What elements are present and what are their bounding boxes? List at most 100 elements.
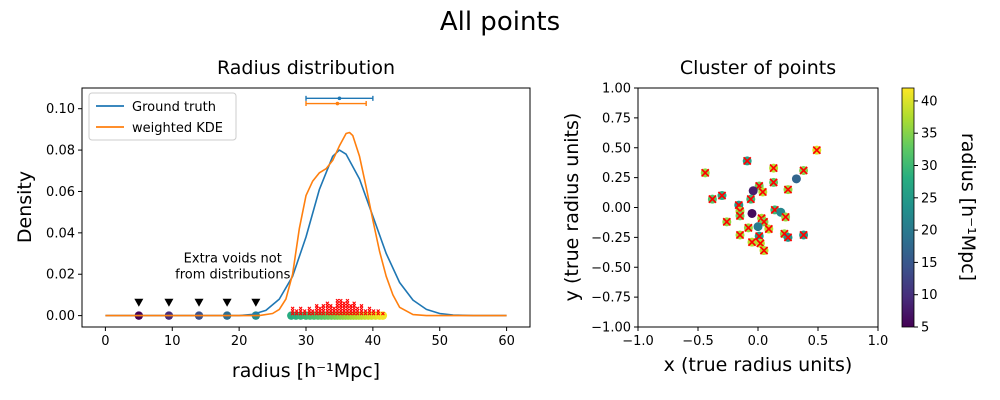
radius-distribution-panel: Radius distribution 0 10 20 30 40 50 60 0.00 0.0… <box>14 57 531 382</box>
legend-kde-label: weighted KDE <box>132 121 223 136</box>
kde-sample-cross <box>290 306 295 311</box>
cluster-point-cross <box>708 194 717 204</box>
annotation-line: Extra voids not <box>184 251 282 266</box>
kde-sample-cross <box>294 309 299 313</box>
right-y-tick-label: 0.50 <box>602 141 631 156</box>
left-y-tick-label: 0.02 <box>46 268 75 283</box>
right-plot-area <box>700 145 822 256</box>
cluster-panel: Cluster of points −1.0 −0.5 0.0 0.5 1.0 −1.00… <box>561 57 979 376</box>
kde-sample-cross <box>335 298 340 303</box>
cluster-point-cross <box>742 156 752 166</box>
kde-sample-cross <box>359 303 364 308</box>
left-y-tick-label: 0.10 <box>46 102 75 117</box>
extra-void-triangle <box>222 298 232 307</box>
extra-void-triangle <box>194 298 204 307</box>
left-x-tick-label: 20 <box>231 334 248 349</box>
kde-sample-cross <box>328 303 333 308</box>
cluster-point-cross <box>754 231 764 241</box>
kde-sample-cross <box>342 301 347 306</box>
colorbar-tick-label: 20 <box>921 224 938 239</box>
left-y-tick-label: 0.00 <box>46 309 75 324</box>
cluster-point-cross <box>756 239 765 248</box>
right-chart-title: Cluster of points <box>680 57 836 79</box>
kde-sample-cross <box>310 309 315 313</box>
colorbar-tick-label: 5 <box>921 321 929 336</box>
weighted-kde-line <box>105 131 507 317</box>
left-x-tick-label: 0 <box>101 334 109 349</box>
error-bar-center <box>335 101 340 106</box>
colorbar-tick-label: 15 <box>921 256 938 271</box>
cluster-point <box>753 222 763 232</box>
cluster-point-cross <box>746 194 756 204</box>
cluster-point-cross <box>747 237 757 247</box>
extra-void-triangle <box>134 298 144 307</box>
cluster-point <box>748 186 758 196</box>
cluster-point-cross <box>812 145 822 155</box>
left-axis-ticks: 0 10 20 30 40 50 60 0.00 0.02 0.04 0.06 0.08 0.10 <box>46 102 515 349</box>
left-chart-title: Radius distribution <box>217 57 395 79</box>
colorbar-label: radius [h⁻¹Mpc] <box>957 133 979 281</box>
right-plot-frame <box>637 87 879 328</box>
kde-sample-cross <box>352 301 357 306</box>
kde-sample-cross <box>367 306 372 311</box>
colorbar-tick-label: 30 <box>921 159 938 174</box>
cluster-point-cross <box>735 230 745 240</box>
kde-sample-cross <box>298 306 303 311</box>
left-y-tick-label: 0.06 <box>46 185 75 200</box>
cluster-point-cross <box>735 211 745 221</box>
right-y-tick-label: 0.25 <box>602 171 631 186</box>
right-y-tick-label: −0.25 <box>591 231 631 246</box>
left-x-tick-label: 10 <box>164 334 181 349</box>
kde-sample-cross <box>355 306 360 311</box>
kde-sample-cross <box>348 303 353 308</box>
annotation-line: from distributions <box>175 267 290 282</box>
cluster-point-cross <box>781 212 790 222</box>
legend-ground-truth-label: Ground truth <box>132 100 216 115</box>
colorbar-tick-label: 40 <box>921 94 938 109</box>
right-x-tick-label: −0.5 <box>682 334 714 349</box>
right-x-axis-label: x (true radius units) <box>664 354 853 376</box>
cluster-point-cross <box>722 217 732 227</box>
cluster-point <box>747 208 757 218</box>
cluster-point-cross <box>769 163 778 173</box>
cluster-point-cross <box>799 230 808 240</box>
kde-sample-cross <box>345 298 350 303</box>
cluster-point-cross <box>758 187 768 197</box>
left-x-axis-label: radius [h⁻¹Mpc] <box>232 360 380 382</box>
right-axis-ticks: −1.0 −0.5 0.0 0.5 1.0 −1.00 −0.75 −0.50 −0.25 0.0… <box>591 82 888 350</box>
kde-sample-cross <box>363 309 368 313</box>
right-y-tick-label: −0.75 <box>591 291 631 306</box>
figure-title: All points <box>440 7 560 37</box>
left-y-tick-label: 0.08 <box>46 144 75 159</box>
left-x-tick-label: 50 <box>431 334 448 349</box>
cluster-point-cross <box>783 185 793 194</box>
error-bar-center <box>337 96 342 101</box>
void-radius-marker <box>378 311 388 320</box>
kde-sample-cross <box>376 309 381 313</box>
left-plot-frame <box>81 87 531 328</box>
kde-sample-cross <box>325 301 330 306</box>
cluster-point-cross <box>700 168 710 178</box>
right-y-axis-label: y (true radius units) <box>561 113 583 302</box>
extra-void-triangle <box>164 298 174 307</box>
left-y-axis-label: Density <box>14 171 36 243</box>
right-x-tick-label: 1.0 <box>868 334 889 349</box>
ground-truth-line <box>105 149 507 317</box>
kde-sample-cross <box>332 306 336 311</box>
kde-sample-cross <box>371 309 376 313</box>
right-x-tick-label: −1.0 <box>622 334 654 349</box>
kde-sample-cross <box>318 306 322 311</box>
kde-sample-cross <box>321 303 326 308</box>
cluster-point-cross <box>717 191 727 200</box>
left-x-tick-label: 30 <box>298 334 315 349</box>
cluster-point-cross <box>769 178 778 187</box>
right-y-tick-label: 1.00 <box>602 82 631 97</box>
cluster-point-cross <box>759 246 769 255</box>
colorbar-tick-label: 35 <box>921 127 938 142</box>
cluster-point-cross <box>799 166 808 175</box>
cluster-point-cross <box>764 224 774 234</box>
kde-sample-cross <box>338 298 343 303</box>
left-xlabel-text: radius [h⁻¹Mpc] <box>232 360 380 382</box>
